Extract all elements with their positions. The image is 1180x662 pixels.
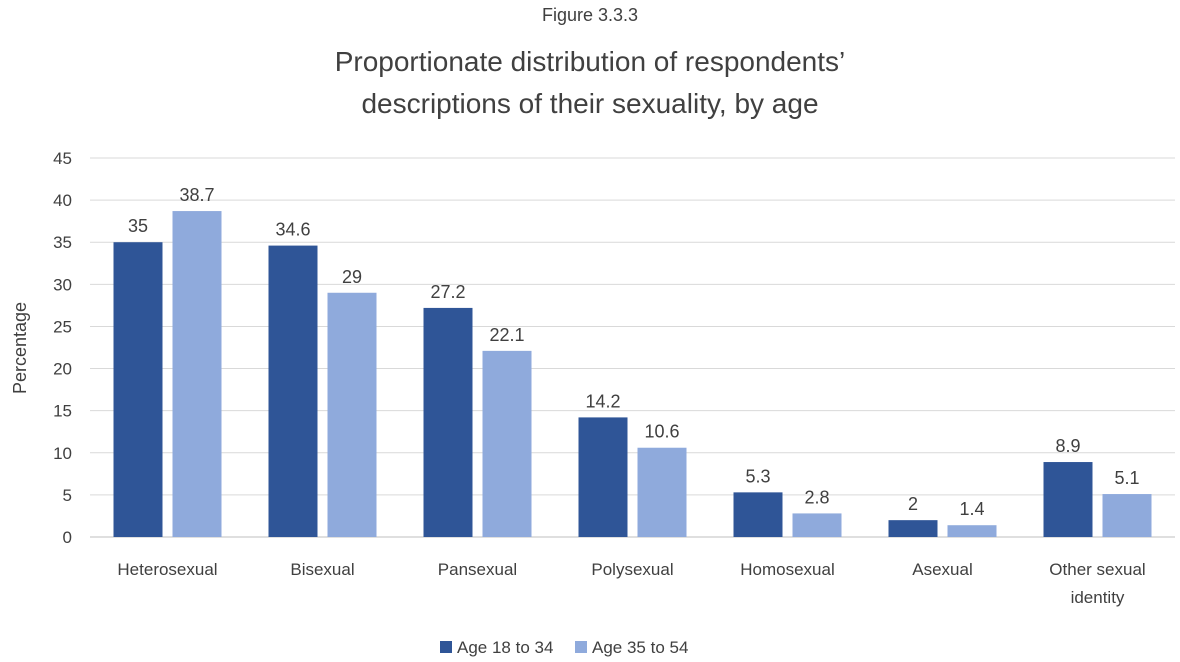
data-label: 38.7 xyxy=(179,185,214,205)
data-label: 14.2 xyxy=(585,391,620,411)
data-labels: 35 38.7 34.6 29 27.2 22.1 14.2 10.6 5.3 2.8 2 1.4 8.… xyxy=(128,185,1140,519)
data-label: 5.3 xyxy=(745,466,770,486)
y-tick-label: 15 xyxy=(53,402,72,421)
legend-label: Age 18 to 34 xyxy=(457,638,553,657)
bar xyxy=(578,417,628,537)
y-tick-label: 30 xyxy=(53,275,72,294)
gridlines xyxy=(90,157,1175,538)
bar xyxy=(172,211,222,537)
data-label: 34.6 xyxy=(275,220,310,240)
bar xyxy=(637,447,687,537)
category-labels: Heterosexual Bisexual Pansexual Polysexual H… xyxy=(117,560,1145,607)
data-label: 1.4 xyxy=(959,499,984,519)
category-label: Asexual xyxy=(912,560,972,579)
y-tick-label: 45 xyxy=(53,149,72,168)
bar xyxy=(268,245,318,537)
bar xyxy=(792,513,842,537)
legend-swatch xyxy=(440,641,452,653)
y-tick-label: 20 xyxy=(53,360,72,379)
chart-title-line-1: Proportionate distribution of respondent… xyxy=(335,46,846,77)
bars xyxy=(113,211,1152,537)
category-label: Bisexual xyxy=(290,560,354,579)
y-tick-label: 25 xyxy=(53,317,72,336)
category-label: identity xyxy=(1071,588,1125,607)
bar xyxy=(733,492,783,537)
legend-label: Age 35 to 54 xyxy=(592,638,688,657)
category-label: Pansexual xyxy=(438,560,517,579)
bar xyxy=(888,520,938,537)
legend: Age 18 to 34 Age 35 to 54 xyxy=(440,638,688,657)
y-axis-label: Percentage xyxy=(10,302,30,394)
bar xyxy=(327,292,377,537)
data-label: 27.2 xyxy=(430,282,465,302)
data-label: 5.1 xyxy=(1114,468,1139,488)
y-tick-label: 5 xyxy=(63,486,72,505)
y-tick-label: 0 xyxy=(63,528,72,547)
data-label: 29 xyxy=(342,267,362,287)
data-label: 8.9 xyxy=(1055,436,1080,456)
bar xyxy=(423,307,473,537)
category-label: Polysexual xyxy=(591,560,673,579)
category-label: Homosexual xyxy=(740,560,835,579)
y-axis-ticks: 0 5 10 15 20 25 30 35 40 45 xyxy=(53,149,72,547)
legend-swatch xyxy=(575,641,587,653)
bar xyxy=(1043,462,1093,537)
data-label: 2.8 xyxy=(804,487,829,507)
y-tick-label: 10 xyxy=(53,444,72,463)
bar xyxy=(947,525,997,537)
data-label: 35 xyxy=(128,216,148,236)
data-label: 22.1 xyxy=(489,325,524,345)
y-tick-label: 35 xyxy=(53,233,72,252)
figure-label: Figure 3.3.3 xyxy=(542,5,638,25)
bar xyxy=(1102,494,1152,537)
data-label: 2 xyxy=(908,494,918,514)
category-label: Heterosexual xyxy=(117,560,217,579)
category-label: Other sexual xyxy=(1049,560,1145,579)
y-tick-label: 40 xyxy=(53,191,72,210)
data-label: 10.6 xyxy=(644,422,679,442)
bar xyxy=(482,350,532,537)
bar xyxy=(113,242,163,537)
chart-title-line-2: descriptions of their sexuality, by age xyxy=(361,88,818,119)
